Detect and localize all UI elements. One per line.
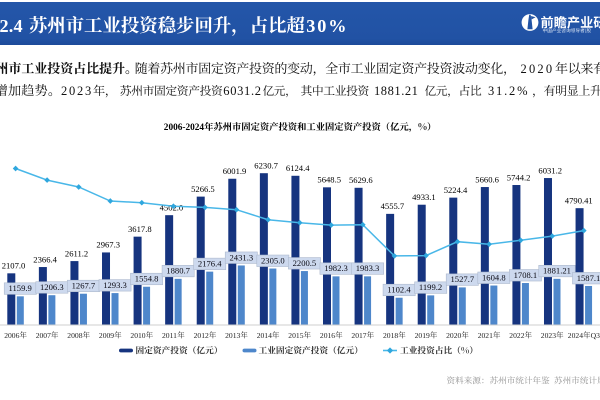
- svg-text:1267.7: 1267.7: [72, 281, 96, 291]
- svg-text:1102.4: 1102.4: [387, 285, 411, 295]
- svg-text:6124.4: 6124.4: [286, 163, 310, 173]
- svg-text:2.4: 2.4: [0, 16, 23, 36]
- svg-text:3617.8: 3617.8: [128, 224, 152, 234]
- svg-text:2018: 2018: [383, 331, 398, 340]
- svg-text:2008: 2008: [67, 331, 82, 340]
- svg-text:2014: 2014: [257, 331, 272, 340]
- svg-text:1554.8: 1554.8: [135, 274, 159, 284]
- svg-text:1527.7: 1527.7: [451, 274, 475, 284]
- svg-text:1881.21: 1881.21: [543, 266, 571, 276]
- svg-text:2023: 2023: [541, 331, 556, 340]
- svg-text:1881.21: 1881.21: [374, 84, 418, 98]
- svg-text:2022: 2022: [509, 331, 524, 340]
- svg-text:1199.2: 1199.2: [419, 282, 442, 292]
- svg-text:2019: 2019: [415, 331, 430, 340]
- svg-text:4502.0: 4502.0: [160, 203, 184, 213]
- svg-text:1159.9: 1159.9: [9, 283, 32, 293]
- svg-text:2011: 2011: [162, 331, 177, 340]
- svg-text:5629.6: 5629.6: [349, 175, 373, 185]
- svg-text:1708.1: 1708.1: [514, 270, 538, 280]
- svg-text:2010: 2010: [130, 331, 145, 340]
- svg-text:2200.5: 2200.5: [293, 258, 317, 268]
- svg-text:5224.4: 5224.4: [444, 185, 468, 195]
- svg-text:6031.2: 6031.2: [538, 165, 562, 175]
- svg-text:1293.3: 1293.3: [103, 280, 127, 290]
- svg-text:5744.2: 5744.2: [507, 172, 531, 182]
- svg-text:5648.5: 5648.5: [317, 175, 341, 185]
- svg-text:2021: 2021: [478, 331, 493, 340]
- svg-text:2017: 2017: [351, 331, 366, 340]
- svg-text:2020: 2020: [446, 331, 461, 340]
- svg-text:2009: 2009: [99, 331, 114, 340]
- svg-text:31.2%: 31.2%: [488, 84, 529, 98]
- svg-text:1604.8: 1604.8: [482, 272, 506, 282]
- svg-text:6230.7: 6230.7: [254, 161, 278, 171]
- svg-text:1587.1: 1587.1: [577, 273, 600, 283]
- svg-text:2023: 2023: [61, 84, 93, 98]
- svg-text:30%: 30%: [306, 16, 348, 36]
- svg-text:2967.3: 2967.3: [96, 240, 120, 250]
- svg-text:6031.2: 6031.2: [223, 84, 261, 98]
- svg-text:1206.3: 1206.3: [40, 282, 64, 292]
- svg-text:2007: 2007: [36, 331, 51, 340]
- svg-text:5660.6: 5660.6: [475, 174, 499, 184]
- svg-text:2013: 2013: [225, 331, 240, 340]
- svg-text:1982.3: 1982.3: [324, 263, 348, 273]
- svg-text:Q3: Q3: [591, 331, 600, 340]
- svg-text:6001.9: 6001.9: [223, 166, 247, 176]
- svg-text:2016: 2016: [320, 331, 335, 340]
- svg-text:2305.0: 2305.0: [261, 255, 285, 265]
- svg-text:2006: 2006: [4, 331, 19, 340]
- svg-text:2006-2024: 2006-2024: [164, 123, 205, 133]
- svg-text:1880.7: 1880.7: [166, 266, 190, 276]
- svg-text:4790.41: 4790.41: [565, 196, 593, 206]
- svg-text:4555.7: 4555.7: [381, 201, 405, 211]
- svg-text:2176.4: 2176.4: [198, 258, 222, 268]
- svg-text:2012: 2012: [194, 331, 209, 340]
- svg-text:2015: 2015: [288, 331, 303, 340]
- svg-text:1983.3: 1983.3: [356, 263, 380, 273]
- svg-text:2107.0: 2107.0: [2, 261, 26, 271]
- svg-text:5266.5: 5266.5: [191, 184, 215, 194]
- svg-text:2611.2: 2611.2: [65, 248, 88, 258]
- svg-text:2431.3: 2431.3: [230, 252, 254, 262]
- svg-text:2366.4: 2366.4: [33, 254, 57, 264]
- svg-text:2020: 2020: [521, 62, 555, 76]
- svg-text:4933.1: 4933.1: [412, 192, 436, 202]
- svg-text:2024: 2024: [568, 331, 583, 340]
